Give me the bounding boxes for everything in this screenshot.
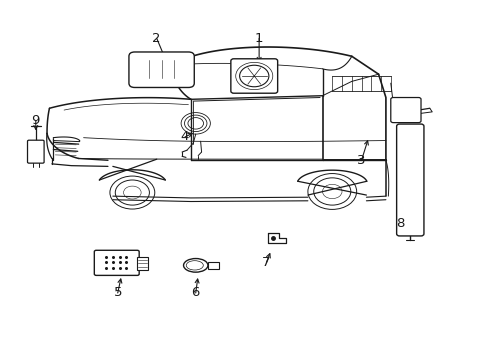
Text: 3: 3 [357,154,365,167]
FancyBboxPatch shape [390,98,420,123]
FancyBboxPatch shape [396,124,423,236]
Text: 9: 9 [32,114,40,127]
Bar [137,257,148,270]
Text: 5: 5 [113,287,122,300]
Text: 1: 1 [254,32,263,45]
Ellipse shape [183,258,207,272]
Text: 8: 8 [396,216,404,230]
Text: 2: 2 [152,32,161,45]
FancyBboxPatch shape [94,250,139,275]
Ellipse shape [186,261,203,270]
Bar [207,262,218,269]
FancyBboxPatch shape [230,59,277,93]
Text: 6: 6 [191,287,200,300]
FancyBboxPatch shape [129,52,194,87]
Text: 7: 7 [262,256,270,269]
Text: 4: 4 [181,130,189,144]
FancyBboxPatch shape [27,140,44,163]
